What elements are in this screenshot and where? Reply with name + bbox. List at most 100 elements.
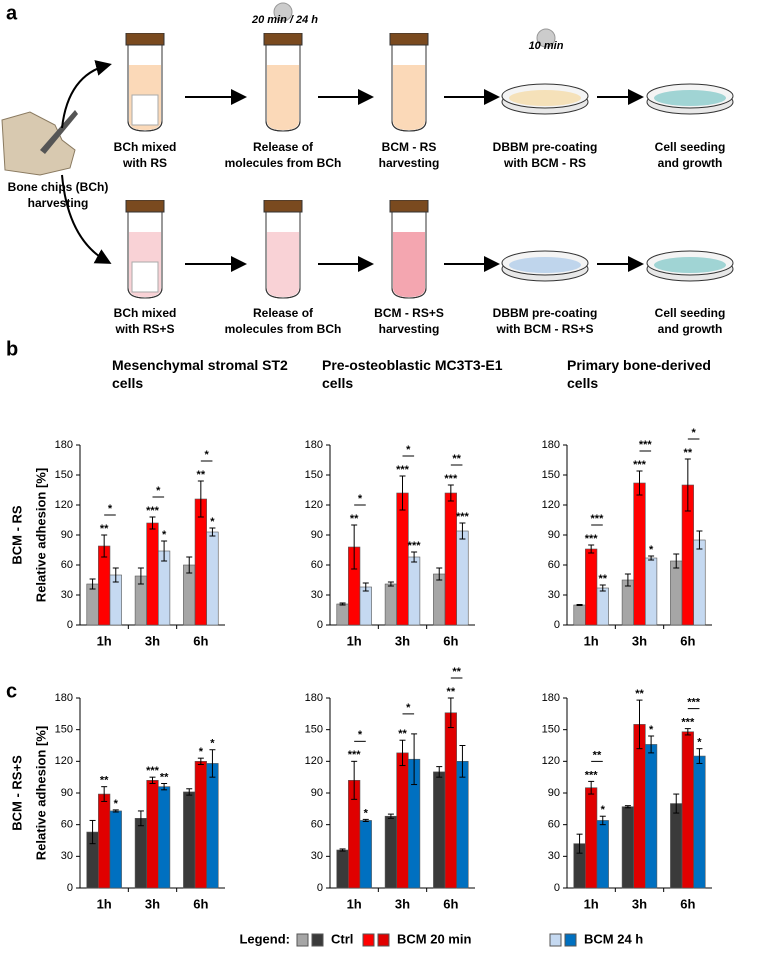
bar: [456, 761, 469, 889]
x-tick-label: 6h: [193, 633, 208, 648]
y-tick-label: 90: [311, 529, 323, 541]
bar: [633, 482, 646, 626]
error-bar: [436, 567, 443, 581]
y-tick-label: 180: [55, 692, 73, 704]
error-bar: [624, 573, 631, 587]
step-label: and growth: [658, 156, 723, 170]
error-bar: [339, 602, 346, 606]
timer-icon: [273, 2, 293, 22]
step-label: BCh mixed: [114, 140, 177, 154]
error-bar: [197, 757, 204, 765]
significance: ***: [396, 464, 410, 476]
error-bar: [648, 555, 655, 561]
significance: ***: [146, 765, 160, 777]
bar: [134, 818, 148, 889]
y-tick-label: 120: [305, 755, 323, 767]
x-tick-label: 3h: [632, 633, 647, 648]
bar: [86, 583, 99, 626]
error-bar: [576, 604, 583, 606]
bar: [146, 780, 159, 889]
error-bar: [696, 748, 703, 764]
error-bar: [186, 556, 193, 574]
y-tick-label: 60: [548, 559, 560, 571]
step-label: DBBM pre-coating: [493, 140, 598, 154]
step-label: BCM - RS+S: [374, 306, 444, 320]
y-tick-label: 120: [305, 499, 323, 511]
significance: *: [691, 427, 696, 439]
timer-label: 10 min: [529, 40, 564, 52]
significance: *: [114, 798, 119, 810]
source-label: harvesting: [28, 196, 89, 210]
step-label: BCM - RS: [382, 140, 437, 154]
legend-label: BCM 20 min: [397, 931, 471, 946]
bar: [585, 787, 598, 889]
tube: [390, 200, 428, 298]
bar: [596, 587, 609, 626]
step-label: BCh mixed: [114, 306, 177, 320]
error-bar: [149, 776, 156, 784]
x-tick-label: 6h: [443, 896, 458, 911]
y-tick-label: 180: [55, 439, 73, 451]
dish: [502, 84, 588, 114]
significance: **: [452, 666, 461, 678]
significance: ***: [348, 749, 362, 761]
x-tick-label: 3h: [395, 896, 410, 911]
significance: *: [649, 544, 654, 556]
bar: [444, 712, 457, 889]
bar: [384, 815, 398, 889]
error-bar: [447, 484, 454, 502]
x-tick-label: 6h: [443, 633, 458, 648]
significance: ***: [146, 505, 160, 517]
y-tick-label: 150: [55, 469, 73, 481]
legend-label: BCM 24 h: [584, 931, 643, 946]
significance: ***: [585, 769, 599, 781]
significance: *: [649, 724, 654, 736]
bar: [670, 803, 683, 889]
step-label: Release of: [253, 306, 314, 320]
significance: **: [398, 728, 407, 740]
error-bar: [209, 749, 216, 778]
bar: [596, 820, 609, 889]
y-tick-label: 180: [305, 439, 323, 451]
significance: *: [199, 746, 204, 758]
error-bar: [339, 848, 346, 852]
bar: [396, 492, 409, 626]
y-tick-label: 60: [311, 559, 323, 571]
error-bar: [351, 524, 358, 570]
x-tick-label: 3h: [145, 896, 160, 911]
step-label: with BCM - RS: [503, 156, 586, 170]
error-bar: [137, 810, 144, 827]
bar: [670, 560, 683, 626]
significance: *: [406, 444, 411, 456]
bar: [98, 793, 111, 889]
error-bar: [186, 788, 193, 796]
significance: **: [452, 453, 461, 465]
step-label: with RS+S: [114, 322, 174, 336]
error-bar: [89, 578, 96, 590]
significance: *: [358, 729, 363, 741]
y-tick-label: 60: [548, 819, 560, 831]
bar: [206, 763, 219, 889]
error-bar: [459, 522, 466, 540]
legend-swatch: [377, 933, 390, 947]
step-label: and growth: [658, 322, 723, 336]
bar: [433, 771, 446, 889]
y-tick-label: 120: [55, 755, 73, 767]
significance: *: [204, 449, 209, 461]
error-bar: [436, 766, 443, 778]
error-bar: [696, 530, 703, 550]
significance: **: [684, 447, 693, 459]
y-tick-label: 90: [311, 787, 323, 799]
bar: [194, 498, 207, 626]
significance: ***: [585, 533, 599, 545]
y-tick-label: 150: [305, 724, 323, 736]
timer-icon: [536, 28, 556, 48]
step-label: molecules from BCh: [225, 322, 342, 336]
bar: [336, 849, 349, 889]
error-bar: [588, 780, 595, 795]
y-tick-label: 90: [61, 529, 73, 541]
y-tick-label: 0: [317, 619, 323, 631]
significance: *: [364, 807, 369, 819]
arrow: [61, 60, 112, 129]
